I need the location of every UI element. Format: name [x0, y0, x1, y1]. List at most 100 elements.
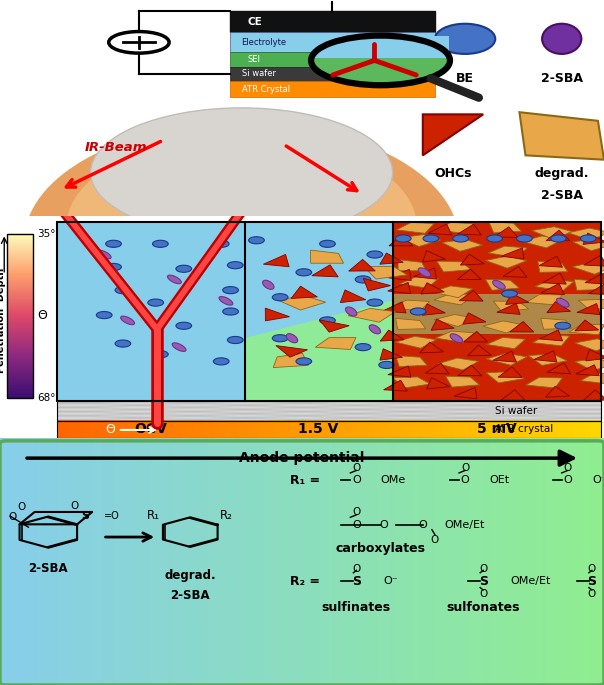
Polygon shape: [414, 268, 437, 279]
Text: 2-SBA: 2-SBA: [28, 562, 68, 575]
Polygon shape: [583, 233, 604, 245]
Text: CE: CE: [248, 16, 262, 27]
Polygon shape: [572, 262, 604, 274]
Text: O: O: [461, 463, 469, 473]
Ellipse shape: [106, 264, 121, 271]
Ellipse shape: [296, 358, 312, 365]
Text: S: S: [81, 511, 89, 521]
Ellipse shape: [228, 262, 243, 269]
Ellipse shape: [97, 312, 112, 319]
Text: 1.5 V: 1.5 V: [298, 422, 339, 436]
Text: OHCs: OHCs: [434, 167, 472, 180]
Polygon shape: [585, 273, 604, 284]
Text: O: O: [8, 512, 16, 522]
Polygon shape: [388, 366, 411, 377]
Text: O: O: [352, 508, 361, 517]
Polygon shape: [400, 234, 441, 247]
Text: O: O: [352, 463, 361, 473]
Polygon shape: [574, 279, 604, 290]
Ellipse shape: [167, 275, 181, 284]
Polygon shape: [541, 284, 564, 295]
Ellipse shape: [369, 325, 381, 334]
Ellipse shape: [435, 24, 495, 54]
Polygon shape: [400, 277, 439, 288]
Polygon shape: [588, 284, 604, 295]
Polygon shape: [586, 349, 604, 361]
Polygon shape: [533, 335, 570, 346]
Text: OEt: OEt: [489, 475, 509, 485]
Ellipse shape: [418, 268, 431, 277]
Text: OMe/Et: OMe/Et: [444, 520, 484, 530]
Ellipse shape: [223, 308, 239, 315]
Circle shape: [109, 32, 169, 53]
Polygon shape: [546, 230, 570, 240]
Text: O: O: [419, 520, 427, 530]
Polygon shape: [487, 338, 525, 349]
Polygon shape: [539, 256, 562, 267]
Polygon shape: [425, 363, 449, 374]
Polygon shape: [380, 253, 403, 264]
Text: S: S: [352, 575, 361, 588]
Polygon shape: [391, 300, 429, 311]
Text: carboxylates: carboxylates: [335, 542, 426, 555]
Ellipse shape: [493, 280, 505, 289]
Polygon shape: [464, 332, 487, 342]
Text: O: O: [479, 564, 487, 574]
Polygon shape: [501, 248, 524, 259]
Polygon shape: [384, 380, 407, 391]
Polygon shape: [340, 290, 366, 303]
Text: O: O: [461, 475, 469, 485]
Ellipse shape: [219, 297, 233, 305]
Polygon shape: [263, 254, 289, 266]
Polygon shape: [432, 286, 472, 298]
Text: Electrolyte: Electrolyte: [242, 38, 287, 47]
Polygon shape: [542, 273, 567, 284]
Text: IR-Beam: IR-Beam: [85, 141, 147, 154]
Polygon shape: [575, 359, 604, 371]
Ellipse shape: [555, 322, 571, 329]
Polygon shape: [493, 351, 516, 362]
Polygon shape: [568, 228, 604, 240]
Polygon shape: [577, 303, 600, 314]
Text: OMe/Et: OMe/Et: [510, 577, 551, 586]
Polygon shape: [486, 372, 524, 383]
Text: R₁ =: R₁ =: [290, 474, 320, 487]
Polygon shape: [486, 256, 527, 269]
Text: R₂: R₂: [220, 510, 233, 523]
Polygon shape: [547, 301, 571, 312]
Text: O: O: [352, 564, 361, 574]
Polygon shape: [459, 290, 483, 301]
Ellipse shape: [355, 344, 371, 351]
Ellipse shape: [223, 286, 239, 294]
Polygon shape: [245, 300, 393, 401]
Polygon shape: [493, 301, 528, 312]
Text: Anode potential: Anode potential: [239, 451, 365, 465]
Text: OMe: OMe: [381, 475, 406, 485]
FancyBboxPatch shape: [393, 223, 601, 401]
Ellipse shape: [228, 336, 243, 344]
Text: O: O: [352, 520, 361, 530]
Polygon shape: [396, 223, 434, 234]
Text: R₂ =: R₂ =: [290, 575, 320, 588]
Polygon shape: [265, 308, 289, 321]
Polygon shape: [460, 254, 484, 265]
Text: 68°: 68°: [37, 393, 56, 403]
Ellipse shape: [152, 240, 168, 247]
Text: SEI: SEI: [248, 55, 261, 64]
Text: R₁: R₁: [147, 510, 160, 523]
Text: O: O: [379, 520, 388, 530]
Text: 5 mV: 5 mV: [477, 422, 516, 436]
Text: O⁻: O⁻: [384, 577, 398, 586]
FancyBboxPatch shape: [230, 11, 435, 32]
Ellipse shape: [97, 250, 111, 259]
Polygon shape: [423, 251, 446, 262]
Polygon shape: [519, 112, 604, 160]
Polygon shape: [312, 265, 338, 277]
Text: O: O: [18, 501, 26, 512]
Polygon shape: [320, 320, 349, 332]
Text: 35°: 35°: [37, 229, 56, 238]
Polygon shape: [454, 388, 477, 399]
Polygon shape: [349, 260, 375, 271]
Ellipse shape: [410, 308, 426, 315]
Text: OCV: OCV: [135, 422, 167, 436]
